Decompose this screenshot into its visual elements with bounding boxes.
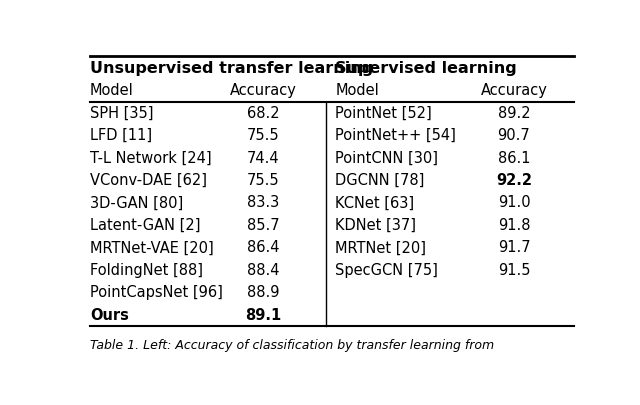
Text: VConv-DAE [62]: VConv-DAE [62] — [90, 173, 207, 188]
Text: 91.7: 91.7 — [498, 241, 531, 256]
Text: Ours: Ours — [90, 308, 129, 323]
Text: DGCNN [78]: DGCNN [78] — [335, 173, 425, 188]
Text: 88.4: 88.4 — [247, 263, 280, 278]
Text: 74.4: 74.4 — [247, 151, 280, 166]
Text: KDNet [37]: KDNet [37] — [335, 218, 417, 233]
Text: 75.5: 75.5 — [247, 128, 280, 143]
Text: PointNet++ [54]: PointNet++ [54] — [335, 128, 456, 143]
Text: MRTNet [20]: MRTNet [20] — [335, 241, 426, 256]
Text: FoldingNet [88]: FoldingNet [88] — [90, 263, 203, 278]
Text: 85.7: 85.7 — [247, 218, 280, 233]
Text: 89.1: 89.1 — [245, 308, 282, 323]
Text: Unsupervised transfer learning: Unsupervised transfer learning — [90, 62, 373, 77]
Text: T-L Network [24]: T-L Network [24] — [90, 151, 212, 166]
Text: SPH [35]: SPH [35] — [90, 106, 154, 121]
Text: Model: Model — [335, 83, 379, 98]
Text: PointCNN [30]: PointCNN [30] — [335, 151, 438, 166]
Text: 90.7: 90.7 — [498, 128, 531, 143]
Text: 86.4: 86.4 — [247, 241, 280, 256]
Text: 86.1: 86.1 — [498, 151, 531, 166]
Text: 68.2: 68.2 — [247, 106, 280, 121]
Text: 88.9: 88.9 — [247, 285, 280, 300]
Text: MRTNet-VAE [20]: MRTNet-VAE [20] — [90, 241, 214, 256]
Text: 83.3: 83.3 — [248, 196, 280, 211]
Text: 89.2: 89.2 — [498, 106, 531, 121]
Text: Accuracy: Accuracy — [230, 83, 297, 98]
Text: PointNet [52]: PointNet [52] — [335, 106, 432, 121]
Text: PointCapsNet [96]: PointCapsNet [96] — [90, 285, 223, 300]
Text: Supervised learning: Supervised learning — [335, 62, 517, 77]
Text: 91.0: 91.0 — [498, 196, 531, 211]
Text: KCNet [63]: KCNet [63] — [335, 196, 415, 211]
Text: 92.2: 92.2 — [496, 173, 532, 188]
Text: Model: Model — [90, 83, 134, 98]
Text: SpecGCN [75]: SpecGCN [75] — [335, 263, 438, 278]
Text: 91.8: 91.8 — [498, 218, 531, 233]
Text: 75.5: 75.5 — [247, 173, 280, 188]
Text: 3D-GAN [80]: 3D-GAN [80] — [90, 196, 183, 211]
Text: 91.5: 91.5 — [498, 263, 531, 278]
Text: Table 1. Left: Accuracy of classification by transfer learning from: Table 1. Left: Accuracy of classificatio… — [90, 339, 494, 352]
Text: Latent-GAN [2]: Latent-GAN [2] — [90, 218, 200, 233]
Text: LFD [11]: LFD [11] — [90, 128, 152, 143]
Text: Accuracy: Accuracy — [481, 83, 547, 98]
